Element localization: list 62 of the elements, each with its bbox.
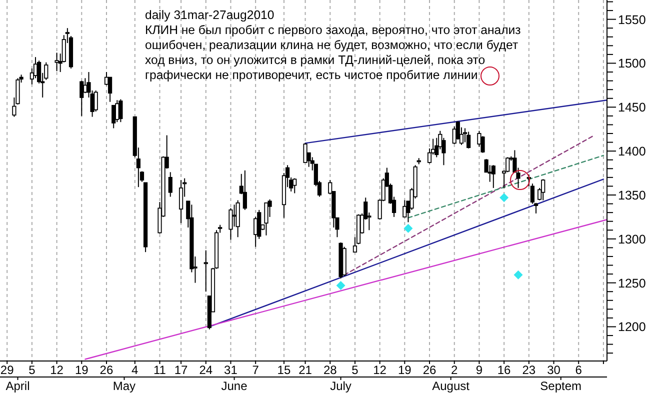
x-tick-label: 17 — [174, 363, 188, 377]
x-tick-label: 26 — [100, 363, 114, 377]
candlestick — [303, 142, 308, 163]
point — [500, 193, 509, 202]
x-tick-label: 12 — [373, 363, 387, 377]
candlestick — [466, 131, 471, 149]
x2-tick-label: July — [330, 379, 352, 393]
x-tick-label: 31 — [224, 363, 238, 377]
y-tick-label: 1450 — [618, 100, 646, 115]
y-tick-label: 1200 — [618, 320, 646, 334]
x-tick-label: 16 — [497, 363, 512, 377]
point — [336, 280, 346, 290]
text: daily 31mar-27aug2010 — [145, 8, 274, 22]
x-tick-label: 28 — [323, 363, 338, 377]
x-tick-label: 4 — [132, 363, 139, 377]
x-tick-label: 5 — [28, 363, 36, 377]
x-tick-label: 24 — [199, 363, 213, 377]
candlestick — [228, 208, 233, 240]
annotation: КЛИН не был пробит с первого захода, вероятно, что этот анализ ошибочен, реализации клина не будет, возможно, что если будет ход вниз, то он уложится в рамки ТД-линий-целей, пока это графически не противоречит, есть чистое пробитие линии — [145, 23, 522, 82]
x-tick-label: 9 — [476, 363, 483, 377]
x-tick-label: 26 — [422, 363, 437, 377]
x2-tick-label: Septem — [540, 379, 582, 393]
candlestick — [242, 170, 247, 210]
candlestick — [530, 183, 535, 204]
candlestick — [118, 98, 123, 123]
point — [514, 270, 523, 280]
x-tick-label: 29 — [0, 363, 14, 377]
x-tick-label: 15 — [277, 363, 291, 377]
y-tick-label: 1250 — [618, 276, 646, 290]
candlestick — [108, 76, 112, 102]
candlestick — [541, 178, 546, 201]
x2-tick-label: August — [432, 379, 470, 393]
x-tick-label: 11 — [154, 363, 166, 377]
candlestick — [232, 204, 236, 228]
x-tick-label: 6 — [575, 363, 582, 377]
candlestick — [168, 172, 172, 198]
y-tick-label: 1300 — [618, 232, 646, 246]
y-tick-label: 1350 — [618, 188, 646, 202]
y-tick-label: 1400 — [618, 144, 646, 159]
y-tick-label: 1550 — [618, 12, 646, 27]
x-tick-label: 5 — [352, 363, 359, 377]
candlestick — [491, 164, 496, 188]
point — [404, 224, 413, 233]
y-tick-label: 1500 — [618, 56, 646, 71]
x2-tick-label: April — [6, 379, 30, 393]
candlestick — [54, 52, 59, 72]
candlestick — [236, 200, 240, 238]
x-tick-label: 19 — [74, 363, 89, 377]
x-tick-label: 21 — [298, 363, 312, 377]
candlestick — [178, 180, 184, 224]
x-tick-label: 30 — [547, 363, 561, 377]
candlestick — [80, 80, 84, 116]
candlestick — [264, 202, 268, 236]
x-tick-label: 23 — [522, 363, 536, 377]
x2-tick-label: June — [221, 379, 248, 393]
x-tick-label: 7 — [252, 363, 260, 377]
candlestick — [204, 250, 208, 292]
x-tick-label: 19 — [398, 363, 412, 377]
x2-tick-label: May — [112, 379, 136, 393]
x-tick-label: 2 — [451, 363, 458, 377]
x-tick-label: 12 — [50, 363, 64, 377]
candlestick — [292, 178, 297, 194]
